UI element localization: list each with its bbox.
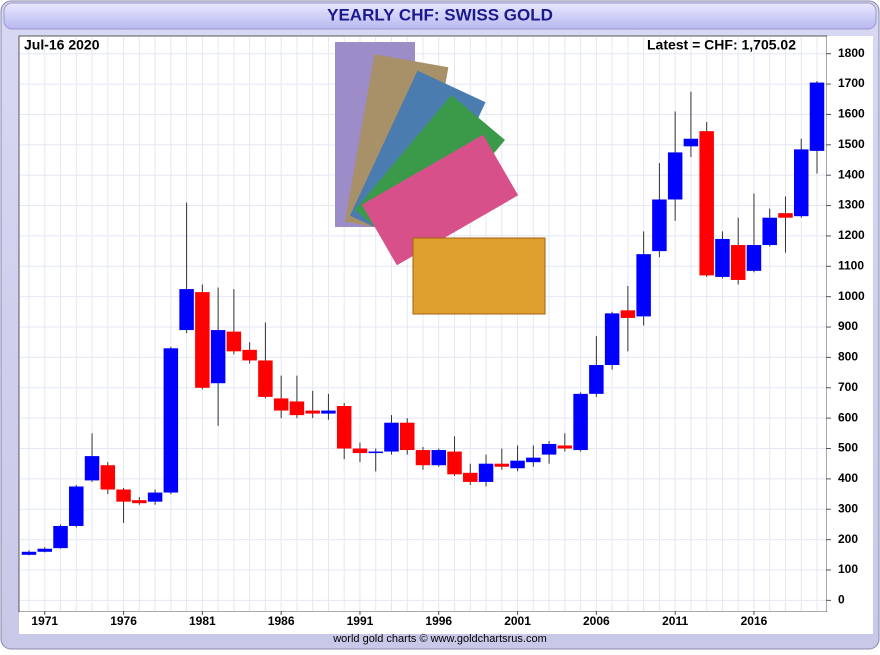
x-tick-label: 1991 (347, 614, 374, 628)
candle-body (100, 465, 116, 490)
y-tick-label: 1500 (838, 137, 865, 151)
candle-body (399, 422, 415, 451)
y-tick-label: 600 (838, 410, 858, 424)
candle-body (116, 489, 131, 502)
candle-body (541, 443, 557, 455)
x-tick-label: 2011 (662, 614, 688, 628)
candle-body (163, 348, 179, 493)
y-tick-label: 1200 (838, 228, 865, 242)
banknotes (335, 42, 546, 315)
candle-body (604, 313, 620, 365)
candle-body (352, 448, 368, 454)
candle-body (336, 406, 352, 449)
candle-body (179, 289, 194, 331)
y-tick-label: 800 (838, 350, 858, 364)
title-bar (3, 2, 877, 30)
y-tick-label: 700 (838, 380, 858, 394)
candle-body (589, 365, 604, 394)
candle-body (447, 451, 462, 475)
candle-body (746, 245, 762, 271)
y-tick-label: 400 (838, 471, 858, 485)
y-tick-label: 1300 (838, 198, 865, 212)
candle-body (778, 213, 793, 218)
candle-body (37, 548, 53, 552)
x-tick-label: 1981 (189, 614, 216, 628)
candle-body (715, 238, 730, 277)
candle-body (289, 401, 305, 416)
candle-body (210, 330, 226, 384)
y-tick-label: 100 (838, 562, 858, 576)
candle-body (384, 422, 399, 452)
axis-area (827, 36, 873, 612)
candle-body (195, 292, 210, 388)
candle-body (557, 445, 573, 449)
candle-body (683, 138, 699, 147)
candle-body (636, 254, 651, 317)
candle-body (526, 457, 541, 463)
y-tick-label: 1000 (838, 289, 865, 303)
candle-body (573, 393, 588, 451)
candle-body (415, 450, 431, 466)
candle-body (762, 217, 777, 246)
y-tick-label: 200 (838, 532, 858, 546)
x-tick-label: 1996 (425, 614, 452, 628)
y-tick-label: 0 (838, 593, 845, 607)
x-tick-label: 2016 (741, 614, 768, 628)
y-tick-label: 900 (838, 319, 858, 333)
candle-body (305, 410, 320, 414)
x-tick-label: 2001 (504, 614, 531, 628)
date-label: Jul-16 2020 (24, 37, 100, 53)
candle-body (620, 310, 636, 318)
candle-body (69, 486, 84, 526)
candle-body (258, 360, 273, 397)
candle-body (321, 410, 336, 414)
candle-body (21, 551, 37, 555)
candle-body (84, 456, 100, 481)
candles (21, 81, 825, 556)
candle-body (147, 492, 163, 502)
candle-body (431, 450, 447, 466)
candle-body (132, 500, 147, 504)
note (412, 237, 546, 315)
x-tick-label: 1971 (31, 614, 58, 628)
x-axis-area (19, 612, 873, 634)
candle-body (699, 131, 714, 276)
latest-label: Latest = CHF: 1,705.02 (647, 37, 796, 53)
candle-body (809, 82, 825, 151)
x-tick-label: 2006 (583, 614, 610, 628)
candle-body (510, 460, 525, 469)
note (361, 134, 519, 266)
y-tick-label: 300 (838, 501, 858, 515)
candle-body (793, 149, 809, 217)
x-tick-label: 1976 (110, 614, 137, 628)
candle-body (53, 525, 68, 549)
y-tick-label: 1600 (838, 107, 865, 121)
source-note: world gold charts © www.goldchartsrus.co… (332, 633, 547, 645)
candle-body (273, 398, 289, 411)
candle-body (667, 152, 683, 200)
y-tick-label: 1400 (838, 167, 865, 181)
candle-body (478, 463, 494, 482)
candle-body (730, 245, 746, 280)
candle-body (242, 349, 257, 361)
candle-body (463, 472, 478, 482)
x-tick-label: 1986 (268, 614, 295, 628)
candle-body (368, 451, 383, 454)
candle-body (652, 199, 667, 252)
chart-title: YEARLY CHF: SWISS GOLD (327, 5, 553, 24)
y-tick-label: 500 (838, 441, 858, 455)
candle-body (226, 331, 242, 352)
y-tick-label: 1700 (838, 76, 865, 90)
y-tick-label: 1800 (838, 46, 865, 60)
candle-body (494, 463, 510, 467)
y-tick-label: 1100 (838, 258, 864, 272)
